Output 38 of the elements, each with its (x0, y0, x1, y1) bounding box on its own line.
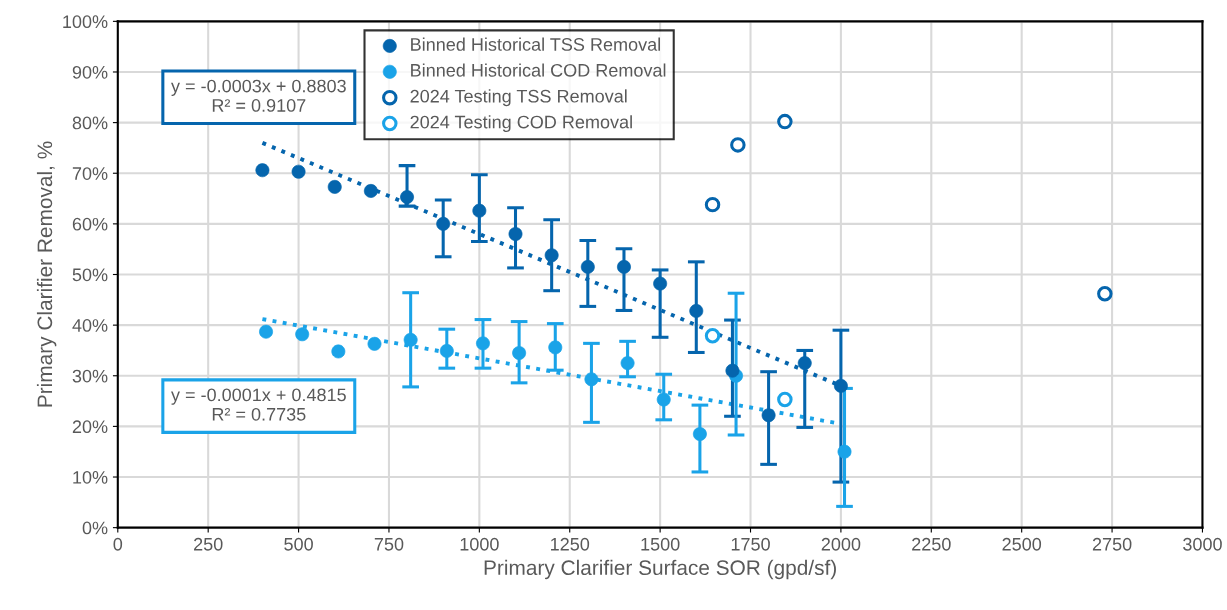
x-tick-label: 1500 (641, 537, 680, 551)
y-tick-label: 40% (72, 319, 108, 332)
x-tick-label: 2000 (821, 537, 861, 551)
y-tick-label: 20% (72, 420, 108, 434)
x-tick-label: 2250 (912, 537, 951, 551)
y-tick-label: 100% (63, 15, 108, 29)
annotation: y = -0.0003x + 0.8803 R² = 0.9107 (171, 79, 346, 112)
y-tick-label: 90% (72, 65, 108, 79)
x-tick-label: 750 (374, 537, 404, 551)
x-tick-label: 1000 (460, 537, 499, 551)
legend-label: Binned Historical TSS Removal (411, 37, 660, 51)
y-tick-label: 50% (72, 268, 108, 282)
y-tick-label: 70% (72, 167, 108, 180)
point (777, 113, 793, 130)
x-tick-label: 500 (284, 537, 313, 551)
y-tick-label: 0% (82, 521, 108, 535)
point (730, 137, 746, 153)
annotation: y = -0.0001x + 0.4815 R² = 0.7735 (171, 388, 346, 421)
y-tick-label: 60% (72, 217, 108, 231)
y-tick-label: 80% (72, 116, 108, 130)
point (704, 328, 721, 344)
y-tick-label: 30% (72, 369, 108, 383)
x-tick-label: 1250 (551, 537, 590, 551)
x-tick-label: 2750 (1092, 537, 1132, 551)
x-tick-label: 0 (113, 537, 123, 551)
legend-label: 2024 Testing COD Removal (410, 115, 632, 133)
point (704, 196, 721, 213)
y-axis-title: Primary Clarifier Removal, % (36, 141, 57, 407)
y-tick-label: 10% (73, 470, 108, 484)
x-tick-label: 250 (194, 537, 223, 551)
legend-label: 2024 Testing TSS Removal (410, 89, 627, 107)
point (1097, 286, 1113, 302)
x-tick-label: 3000 (1183, 537, 1222, 551)
x-axis-title: Primary Clarifier Surface SOR (gpd/sf) (484, 559, 836, 580)
legend-label: Binned Historical COD Removal (411, 63, 666, 77)
x-tick-label: 2500 (1002, 537, 1042, 551)
x-tick-label: 1750 (731, 537, 770, 551)
point (777, 391, 793, 408)
